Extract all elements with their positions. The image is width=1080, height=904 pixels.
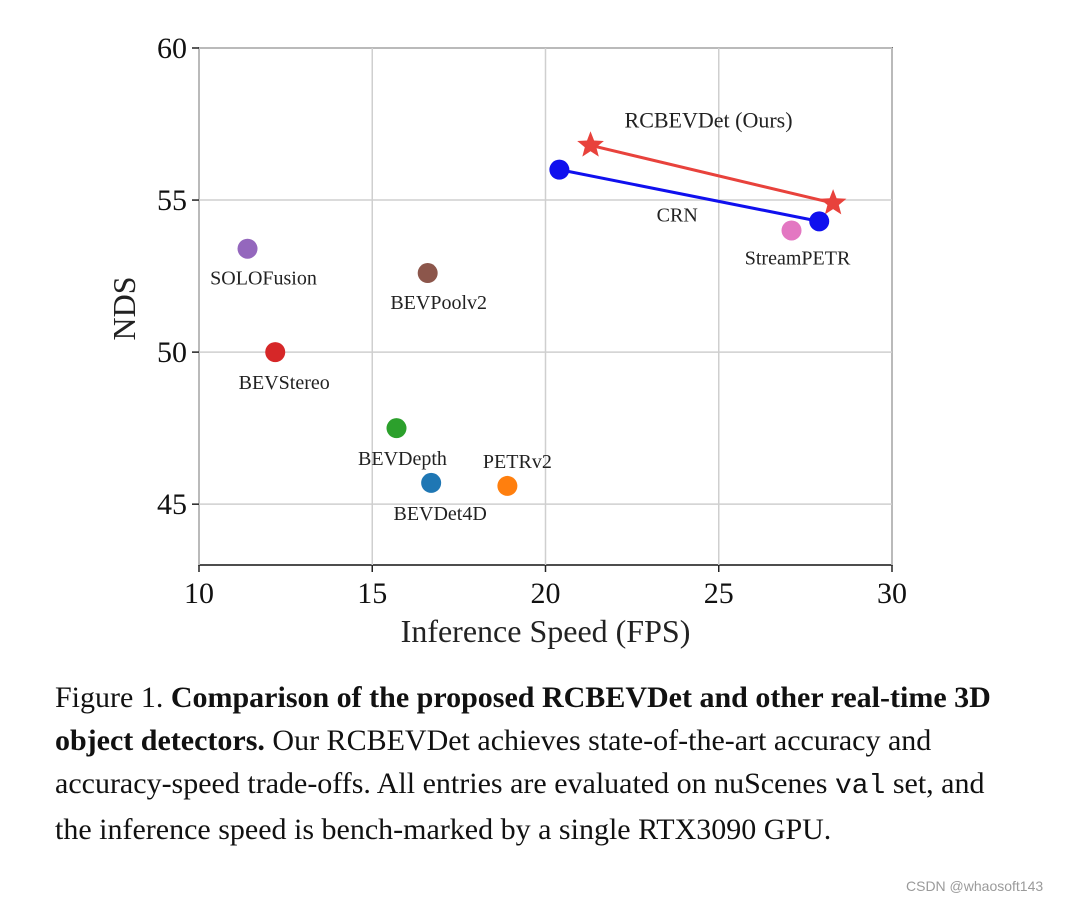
series-label: RCBEVDet (Ours) (625, 107, 793, 132)
point-label: StreamPETR (745, 247, 851, 269)
caption-bold: Comparison of the proposed RCBEVDet and … (55, 681, 991, 757)
data-point (497, 475, 518, 496)
series-label: CRN (657, 204, 698, 226)
data-point (421, 472, 442, 493)
x-tick-label: 20 (531, 577, 561, 610)
y-tick-label: 45 (157, 488, 187, 521)
point-label: BEVDet4D (393, 503, 486, 525)
x-tick-label: 10 (184, 577, 214, 610)
x-tick-label: 15 (357, 577, 387, 610)
series-star-marker (577, 131, 604, 157)
series-lines (559, 143, 834, 223)
gridlines (198, 47, 893, 565)
series-circle-marker (809, 211, 830, 232)
x-tick-label: 30 (877, 577, 907, 610)
data-point (417, 263, 438, 284)
x-axis-label: Inference Speed (FPS) (401, 613, 691, 649)
y-tick-label: 50 (157, 336, 187, 369)
point-label: BEVDepth (358, 448, 447, 470)
x-tick-label: 25 (704, 577, 734, 610)
watermark: CSDN @whaosoft143 (906, 878, 1044, 894)
series-line (590, 143, 834, 205)
data-point (265, 342, 286, 363)
series-circle-marker (549, 159, 570, 180)
point-label: BEVStereo (239, 372, 330, 394)
y-tick-label: 60 (157, 32, 187, 65)
series-line (559, 168, 820, 223)
caption-text-1: Our RCBEVDet achieves state-of-the-art a… (55, 724, 932, 800)
caption-text-2: set, and the inference speed is bench-ma… (55, 767, 985, 846)
data-point (237, 238, 258, 259)
point-label: SOLOFusion (210, 268, 317, 290)
y-axis-label: NDS (106, 276, 142, 340)
figure-caption: Figure 1. Comparison of the proposed RCB… (55, 676, 1015, 851)
caption-prefix: Figure 1. (55, 681, 164, 714)
data-points: RCBEVDet (Ours) CRN SOLOFusion BEVStereo BEV… (210, 107, 851, 525)
axis-ticks: 10 15 20 25 30 45 50 55 60 (157, 32, 907, 610)
series-star-marker (819, 189, 847, 215)
point-label: PETRv2 (483, 451, 552, 473)
data-point (781, 220, 802, 241)
scatter-chart: 10 15 20 25 30 45 50 55 60 RCBEVDet (Ours) CRN SOL… (106, 32, 907, 649)
caption-code: val (834, 771, 886, 802)
point-label: BEVPoolv2 (390, 292, 487, 314)
y-tick-label: 55 (157, 184, 187, 217)
data-point (386, 418, 407, 439)
